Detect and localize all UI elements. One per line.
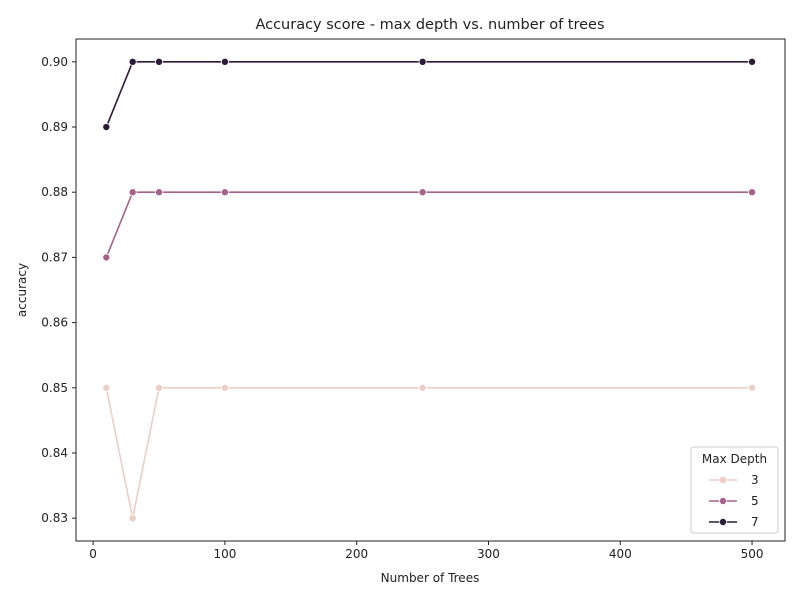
data-point bbox=[102, 253, 111, 262]
data-point bbox=[155, 383, 164, 392]
legend-item: 3 bbox=[709, 473, 759, 487]
legend-label: 5 bbox=[751, 494, 759, 508]
x-tick-label: 400 bbox=[609, 547, 632, 561]
x-tick-label: 100 bbox=[213, 547, 236, 561]
legend-items: 3 5 7 bbox=[709, 473, 759, 529]
legend-box bbox=[690, 446, 779, 534]
data-point bbox=[220, 383, 229, 392]
chart-title: Accuracy score - max depth vs. number of… bbox=[255, 17, 604, 33]
y-axis: 0.83 0.84 0.85 0.86 0.87 0.88 0.89 0.90 bbox=[41, 55, 76, 525]
series-layer bbox=[102, 57, 757, 523]
legend-label: 7 bbox=[751, 515, 759, 529]
data-point bbox=[748, 188, 757, 197]
y-axis-label: accuracy bbox=[15, 263, 29, 317]
y-tick-label: 0.84 bbox=[41, 446, 68, 460]
data-point bbox=[418, 383, 427, 392]
data-point bbox=[418, 57, 427, 66]
y-tick-label: 0.87 bbox=[41, 250, 68, 264]
y-tick-label: 0.88 bbox=[41, 185, 68, 199]
legend-marker bbox=[719, 518, 728, 527]
x-axis-label: Number of Trees bbox=[381, 571, 480, 585]
data-point bbox=[128, 514, 137, 523]
legend-title: Max Depth bbox=[702, 452, 767, 466]
y-tick-label: 0.86 bbox=[41, 316, 68, 330]
data-point bbox=[155, 57, 164, 66]
x-tick-label: 0 bbox=[89, 547, 97, 561]
data-point bbox=[102, 383, 111, 392]
y-tick-label: 0.85 bbox=[41, 381, 68, 395]
legend-item: 5 bbox=[709, 494, 759, 508]
legend-item: 7 bbox=[709, 515, 759, 529]
series-3 bbox=[102, 383, 757, 523]
legend-marker bbox=[719, 475, 728, 484]
data-point bbox=[220, 57, 229, 66]
legend: Max Depth 3 5 7 bbox=[690, 446, 779, 534]
data-point bbox=[748, 57, 757, 66]
data-point bbox=[128, 188, 137, 197]
series-7 bbox=[102, 57, 757, 132]
y-tick-label: 0.89 bbox=[41, 120, 68, 134]
data-point bbox=[748, 383, 757, 392]
x-tick-label: 300 bbox=[477, 547, 500, 561]
y-tick-label: 0.90 bbox=[41, 55, 68, 69]
legend-label: 3 bbox=[751, 473, 759, 487]
series-line bbox=[105, 191, 753, 258]
x-tick-label: 200 bbox=[345, 547, 368, 561]
x-axis: 0 100 200 300 400 500 bbox=[89, 541, 764, 561]
series-line bbox=[105, 386, 753, 519]
legend-marker bbox=[719, 496, 728, 505]
plot-area bbox=[75, 38, 786, 542]
series-line bbox=[105, 61, 753, 128]
x-tick-label: 500 bbox=[741, 547, 764, 561]
data-point bbox=[155, 188, 164, 197]
series-5 bbox=[102, 188, 757, 262]
y-tick-label: 0.83 bbox=[41, 511, 68, 525]
data-point bbox=[418, 188, 427, 197]
data-point bbox=[102, 123, 111, 132]
data-point bbox=[220, 188, 229, 197]
data-point bbox=[128, 57, 137, 66]
